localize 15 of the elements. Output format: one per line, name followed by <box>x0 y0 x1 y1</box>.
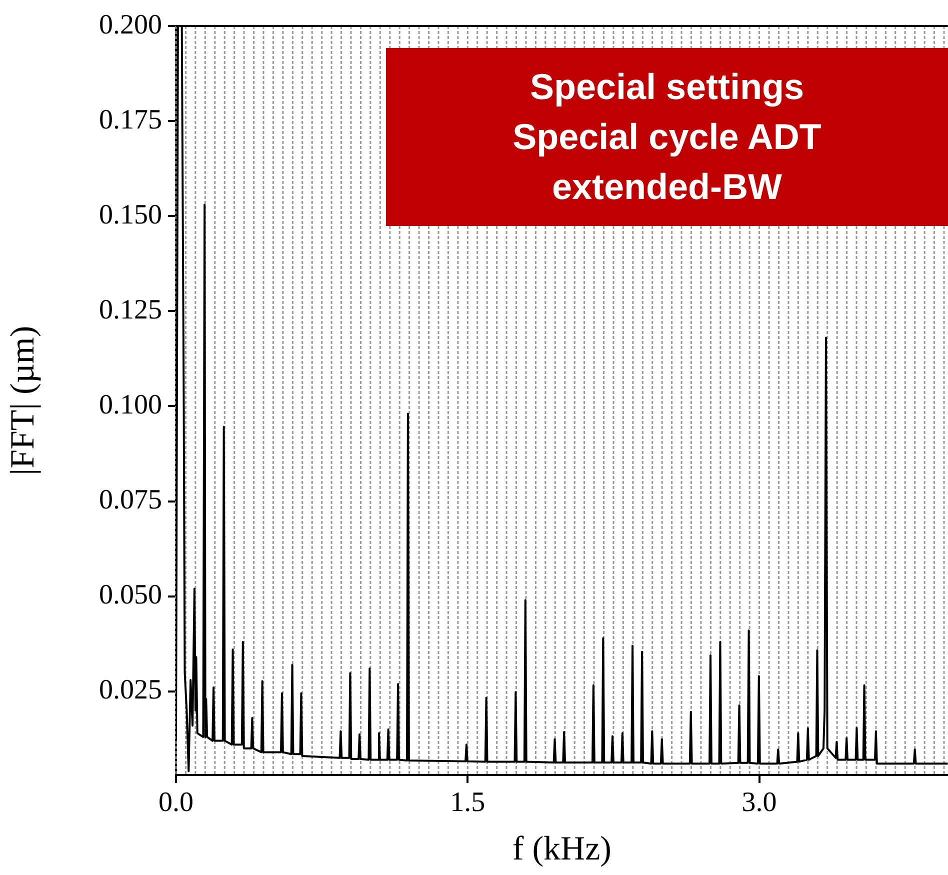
y-tick-label: 0.100 <box>99 390 162 421</box>
x-axis-title: f (kHz) <box>512 830 612 868</box>
y-tick-label: 0.150 <box>99 199 162 230</box>
annotation: Special settings Special cycle ADT extended-BW <box>512 65 822 209</box>
x-tick-label: 1.5 <box>450 787 486 818</box>
x-tick-label: 3.0 <box>742 787 777 818</box>
y-tick-label: 0.125 <box>99 294 162 326</box>
label-box: Special settings Special cycle ADT extended-BW <box>386 48 948 226</box>
y-tick-label: 0.075 <box>99 484 162 516</box>
y-tick-label: 0.200 <box>99 9 162 40</box>
y-tick-label: 0.175 <box>99 104 162 136</box>
y-tick-label: 0.025 <box>99 674 162 706</box>
y-axis-title: |FFT| (µm) <box>4 326 42 476</box>
y-tick-label: 0.050 <box>99 580 162 611</box>
x-tick-label: 0.0 <box>158 787 194 818</box>
